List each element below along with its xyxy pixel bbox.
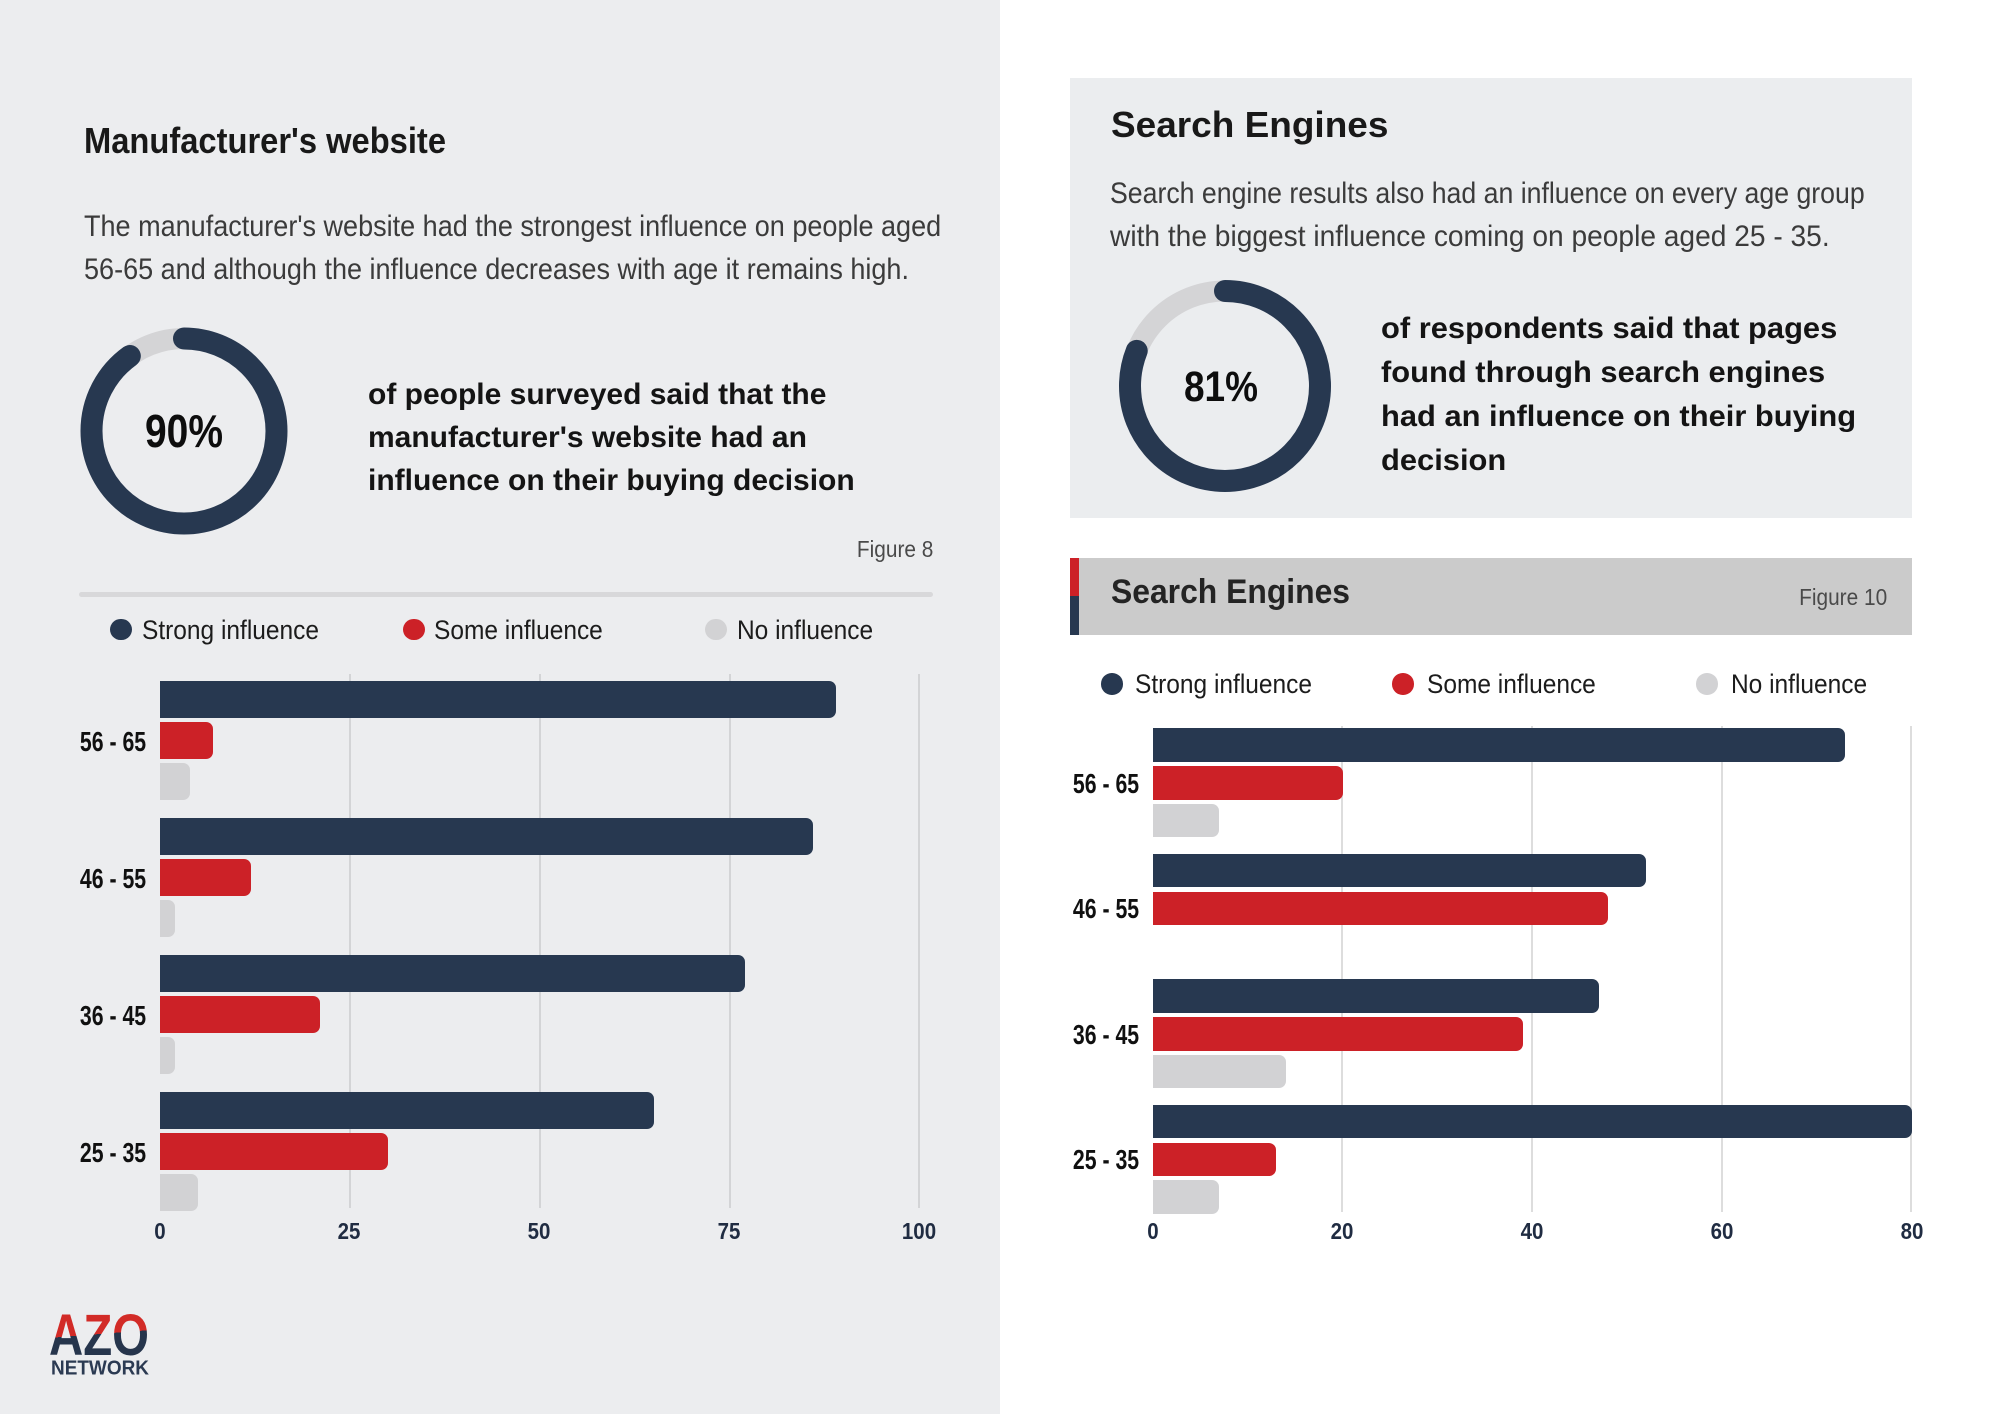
svg-text:NETWORK: NETWORK [51, 1358, 150, 1380]
svg-text:AZO: AZO [49, 1303, 149, 1368]
svg-text:90%: 90% [145, 405, 223, 457]
svg-text:81%: 81% [1184, 363, 1258, 411]
